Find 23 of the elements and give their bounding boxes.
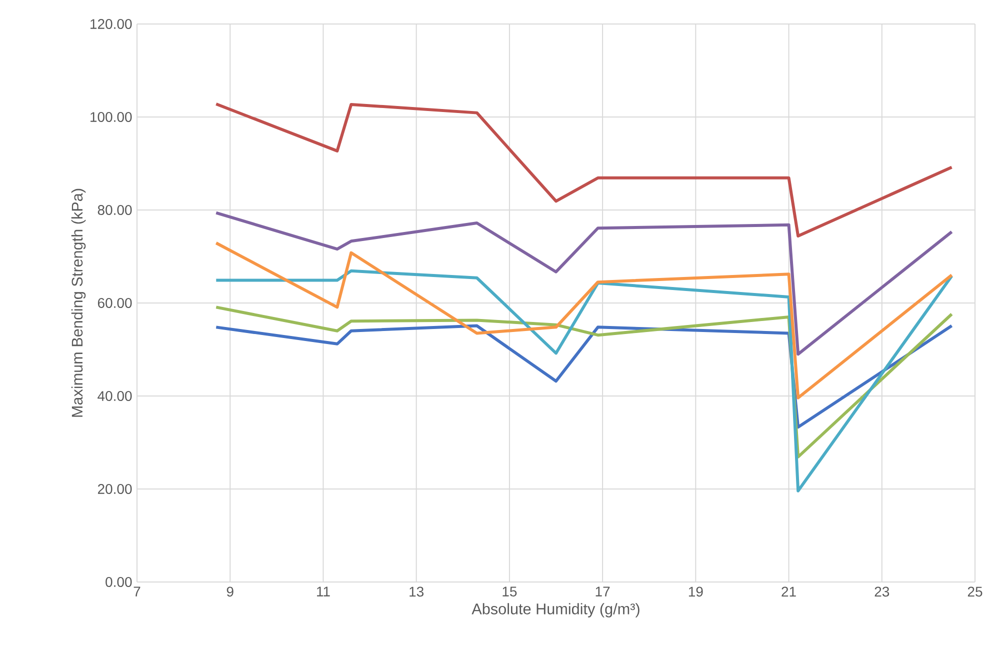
y-tick-label: 100.00 — [90, 112, 132, 122]
y-tick-label: 120.00 — [90, 19, 132, 29]
x-tick-label: 21 — [782, 586, 796, 596]
y-tick-label: 80.00 — [98, 205, 132, 215]
line-series — [214, 102, 954, 238]
x-tick-label: 15 — [502, 586, 517, 596]
y-tick-label: 0.00 — [106, 577, 132, 587]
x-tick-label: 9 — [226, 586, 234, 597]
x-tick-label: 19 — [688, 586, 703, 597]
x-axis-title: Absolute Humidity (g/m³) — [472, 603, 640, 618]
y-tick-label: 40.00 — [98, 391, 132, 401]
y-tick-label: 20.00 — [98, 484, 132, 494]
line-series — [214, 211, 954, 356]
line-series — [214, 269, 954, 492]
x-tick-label: 25 — [968, 586, 982, 597]
x-tick-label: 13 — [410, 586, 424, 597]
x-tick-label: 23 — [874, 586, 890, 597]
line-series — [214, 242, 954, 400]
x-tick-label: 7 — [134, 586, 140, 596]
y-tick-label: 60.00 — [98, 298, 132, 308]
x-tick-label: 11 — [317, 586, 330, 596]
y-axis-title: Maximum Bending Strength (kPa) — [71, 188, 86, 417]
x-tick-label: 17 — [596, 586, 610, 596]
